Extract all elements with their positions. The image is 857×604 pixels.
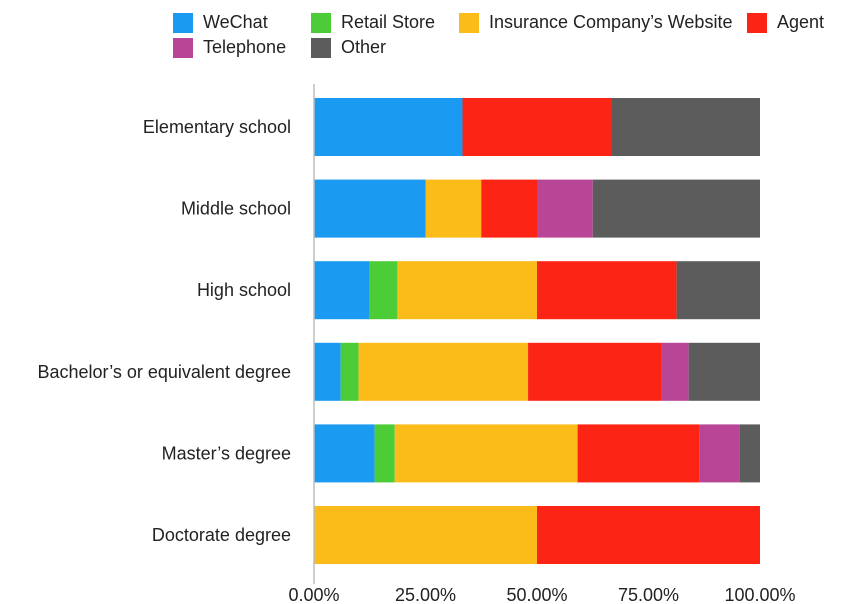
category-label: Master’s degree bbox=[162, 443, 291, 463]
bar-segment-5-3 bbox=[537, 506, 760, 564]
bar-segment-3-0 bbox=[314, 342, 341, 401]
bar-segment-1-4 bbox=[537, 179, 593, 238]
legend-swatch bbox=[173, 37, 193, 58]
category-label: Doctorate degree bbox=[152, 525, 291, 545]
bar-segment-4-0 bbox=[314, 424, 375, 483]
legend-swatch bbox=[173, 12, 193, 33]
category-labels: Elementary school Middle school High schoo… bbox=[37, 117, 291, 545]
bar-segment-2-3 bbox=[537, 261, 677, 320]
legend-label: WeChat bbox=[203, 12, 268, 32]
legend-item: Other bbox=[311, 37, 386, 58]
bar-segment-4-2 bbox=[394, 424, 578, 483]
legend-item: Retail Store bbox=[311, 12, 435, 33]
legend-label: Retail Store bbox=[341, 12, 436, 32]
bar-segment-3-1 bbox=[340, 342, 359, 401]
bar-segment-1-2 bbox=[425, 179, 482, 238]
x-tick-label: 75.00% bbox=[618, 585, 679, 604]
legend-swatch bbox=[747, 12, 767, 33]
bar-segment-0-3 bbox=[462, 98, 612, 156]
x-tick-label: 50.00% bbox=[506, 585, 567, 604]
legend-item: WeChat bbox=[173, 12, 268, 33]
bar-segment-3-2 bbox=[358, 342, 529, 401]
bar-segment-1-0 bbox=[314, 179, 426, 238]
bar-segment-5-2 bbox=[314, 506, 537, 564]
category-label: Middle school bbox=[181, 199, 291, 219]
legend-swatch bbox=[311, 12, 331, 33]
bar-segment-2-2 bbox=[397, 261, 537, 320]
x-tick-label: 25.00% bbox=[395, 585, 456, 604]
category-label: Bachelor’s or equivalent degree bbox=[37, 362, 291, 382]
bar-segment-2-1 bbox=[369, 261, 398, 320]
bar-segment-1-5 bbox=[592, 179, 760, 238]
bar-segment-2-0 bbox=[314, 261, 370, 320]
bar-segment-0-5 bbox=[611, 98, 760, 156]
bar-segment-4-1 bbox=[374, 424, 395, 483]
bar-segment-4-3 bbox=[577, 424, 700, 483]
legend-label: Insurance Company’s Website bbox=[489, 12, 733, 32]
x-tick-label: 0.00% bbox=[288, 585, 339, 604]
bar-segment-2-5 bbox=[676, 261, 760, 320]
bar-segment-3-4 bbox=[661, 342, 689, 401]
bar-segment-0-0 bbox=[314, 98, 463, 156]
bars-layer bbox=[314, 98, 760, 564]
category-label: High school bbox=[197, 280, 291, 300]
legend-label: Telephone bbox=[203, 37, 287, 57]
bar-segment-4-5 bbox=[739, 424, 760, 483]
legend-item: Agent bbox=[747, 12, 824, 33]
bar-segment-4-4 bbox=[699, 424, 740, 483]
legend-swatch bbox=[459, 12, 479, 33]
category-label: Elementary school bbox=[143, 117, 291, 137]
bar-segment-3-3 bbox=[528, 342, 662, 401]
legend-item: Telephone bbox=[173, 37, 286, 58]
legend-label: Agent bbox=[777, 12, 825, 32]
legend-swatch bbox=[311, 37, 331, 58]
legend-label: Other bbox=[341, 37, 387, 57]
x-tick-labels: 0.00% 25.00% 50.00% 75.00% 100.00% bbox=[288, 585, 795, 604]
bar-segment-1-3 bbox=[481, 179, 537, 238]
x-tick-label: 100.00% bbox=[724, 585, 795, 604]
bar-segment-3-5 bbox=[688, 342, 760, 401]
legend-item: Insurance Company’s Website bbox=[459, 12, 732, 33]
